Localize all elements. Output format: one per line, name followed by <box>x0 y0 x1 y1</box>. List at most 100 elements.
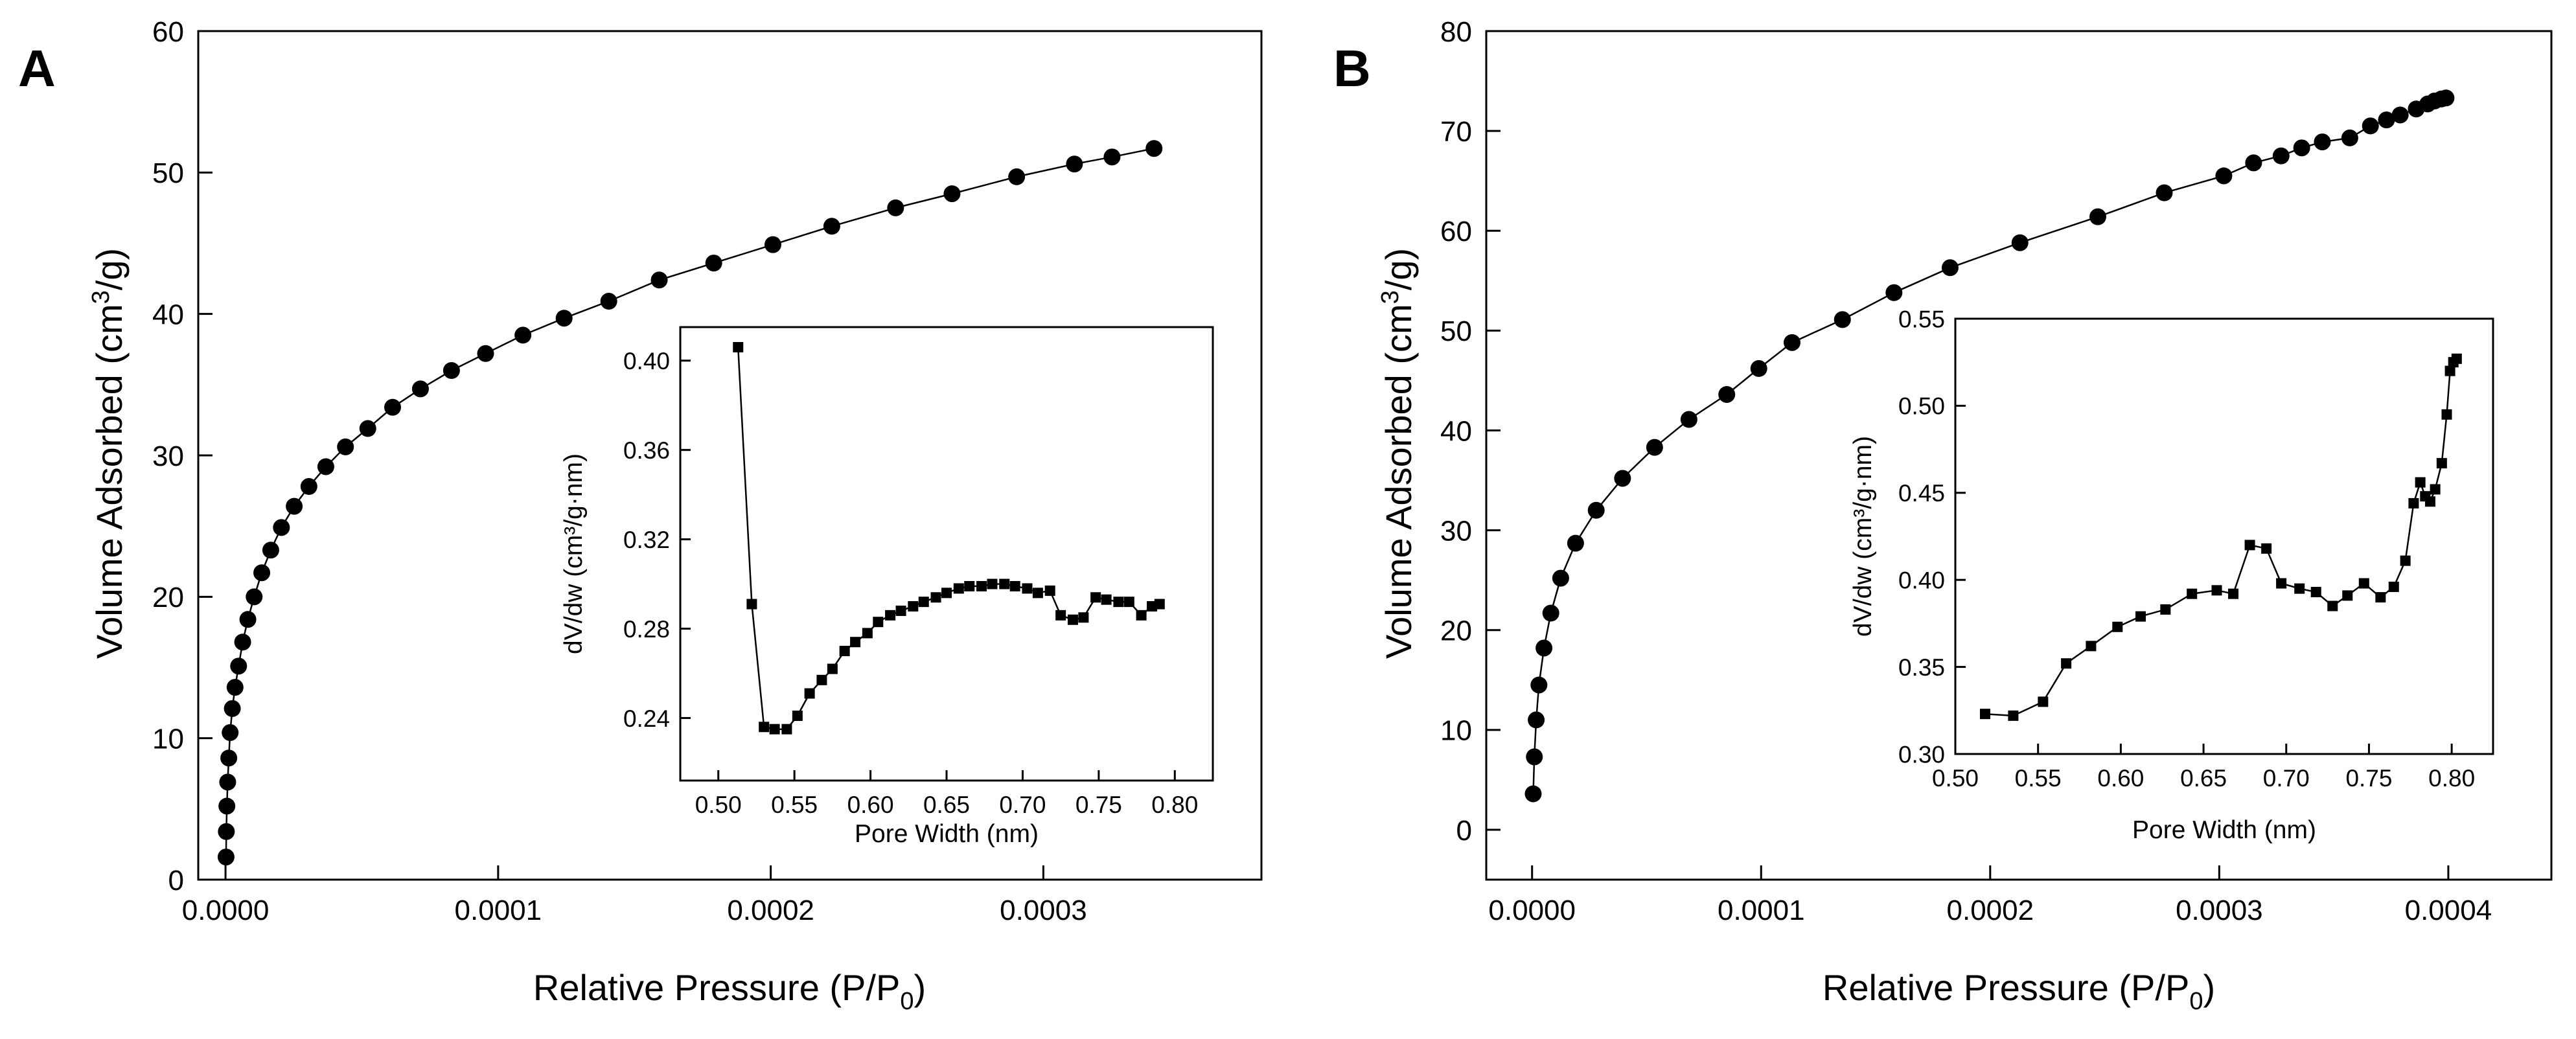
panel-a-y-tick-label: 20 <box>152 582 184 613</box>
panel-b-inset-y-tick-label: 0.55 <box>1898 306 1945 332</box>
panel-b-data-point <box>1524 785 1542 803</box>
panel-b-inset-x-ticks: 0.50 0.55 0.60 0.65 0.70 0.75 0.80 <box>1932 744 2475 792</box>
panel-a-inset-y-axis-label: dV/dw (cm³/g·nm) <box>560 453 588 654</box>
panel-a-inset-y-tick-label: 0.32 <box>623 527 670 553</box>
panel-a-inset-data-point <box>827 663 838 674</box>
panel-b-data-point <box>1718 385 1736 403</box>
panel-a-inset-data-point <box>1101 594 1112 605</box>
panel-a-inset-data-point <box>976 581 987 591</box>
panel-b-data-point <box>2314 133 2331 151</box>
panel-a-inset-data-point <box>1032 588 1043 599</box>
panel-a-inset-data-point <box>885 610 896 621</box>
panel-b-x-tick-label: 0.0004 <box>2405 895 2492 926</box>
panel-b-inset-x-tick-label: 0.80 <box>2428 765 2475 792</box>
panel-b-inset-data-point <box>1979 709 1990 720</box>
panel-b-y-ticks: 0 10 20 30 40 50 60 70 80 <box>1440 16 1501 847</box>
panel-a-inset-data-point <box>816 674 827 685</box>
panel-b-inset-data-point <box>2061 658 2072 669</box>
panel-b-data-point <box>2089 208 2106 225</box>
panel-b-inset-x-tick-label: 0.50 <box>1932 765 1979 792</box>
panel-b-data-point <box>1528 711 1545 729</box>
panel-b-data-point <box>1552 569 1569 587</box>
panel-a-data-point <box>650 271 668 289</box>
panel-b-inset-frame <box>1954 317 2494 755</box>
panel-a-inset-x-tick-label: 0.60 <box>847 792 894 818</box>
panel-a-inset-data-point <box>1055 610 1066 621</box>
panel-b-data-point <box>1750 360 1767 377</box>
panel-b-x-ticks: 0.0000 0.0001 0.0002 0.0003 0.0004 <box>1488 865 2492 926</box>
panel-a-y-axis-label: Volume Adsorbed (cm3/g) <box>87 248 130 659</box>
panel-a-data-point <box>220 749 238 767</box>
panel-a-data-point <box>943 185 961 203</box>
panel-a-inset-x-tick-label: 0.75 <box>1075 792 1122 818</box>
panel-b-data-point <box>1530 676 1548 694</box>
panel-a-data-point <box>337 438 354 455</box>
panel-b-inset-data-point <box>2408 497 2419 508</box>
panel-b-inset-data-point <box>2358 578 2369 589</box>
panel-a-data-point <box>705 255 722 272</box>
panel-a-data-point <box>219 773 236 791</box>
panel-a-inset-x-tick-label: 0.50 <box>695 792 742 818</box>
panel-b-inset-data-point <box>2424 496 2435 507</box>
panel-a-data-point <box>226 679 244 696</box>
panel-b-y-tick-label: 50 <box>1440 315 1472 347</box>
panel-a-inset-data-point <box>1044 585 1055 596</box>
panel-a-inset-y-tick-label: 0.28 <box>623 616 670 643</box>
panel-b-data-point <box>2362 117 2379 135</box>
panel-a-x-tick-label: 0.0002 <box>727 895 814 926</box>
panel-a-inset-data-point <box>1078 612 1089 623</box>
panel-b-data-point <box>2378 111 2395 129</box>
panel-b-inset-data-point <box>2228 588 2239 599</box>
panel-b-inset-data-point <box>2444 365 2455 376</box>
panel-b-data-point <box>2245 154 2262 172</box>
panel-b-inset-y-tick-label: 0.35 <box>1898 654 1945 681</box>
panel-b-inset-y-tick-label: 0.30 <box>1898 741 1945 768</box>
panel-b-data-point <box>1567 534 1584 552</box>
panel-a-inset-y-tick-label: 0.40 <box>623 348 670 374</box>
panel-b-inset-y-axis-label: dV/dw (cm³/g·nm) <box>1849 436 1877 637</box>
panel-a-data-point <box>224 700 241 717</box>
panel-a-inset: 0.24 0.28 0.32 0.36 0.40 0.50 0.55 0.60 0.65 0.7… <box>560 326 1214 848</box>
panel-b-inset-data-point <box>2038 696 2049 707</box>
panel-b-x-tick-label: 0.0001 <box>1718 895 1805 926</box>
panel-a-data-point <box>286 497 303 515</box>
panel-a-inset-series <box>733 342 1165 735</box>
panel-a-data-point <box>555 310 573 327</box>
panel-a-x-tick-label: 0.0003 <box>1000 895 1087 926</box>
panel-b-data-point <box>2391 106 2409 124</box>
panel-a-data-point <box>218 823 235 840</box>
panel-a-inset-data-point <box>964 581 975 591</box>
panel-a-inset-data-point <box>930 592 941 603</box>
panel-a-inset-data-point <box>1113 597 1124 608</box>
panel-a-data-point <box>300 478 317 496</box>
panel-a-inset-data-point <box>759 722 770 733</box>
panel-b-inset-data-point <box>2244 540 2255 551</box>
panel-a-inset-data-point <box>1009 581 1020 591</box>
panel-a-data-point <box>411 380 429 398</box>
panel-b-data-point <box>2272 147 2290 165</box>
panel-b-inset-data-point <box>2008 710 2019 721</box>
panel-a-inset-y-tick-label: 0.24 <box>623 705 670 732</box>
panel-b-data-point <box>1587 501 1605 519</box>
panel-a-data-point <box>514 326 532 344</box>
panel-b-x-tick-label: 0.0000 <box>1488 895 1576 926</box>
panel-b-letter: B <box>1333 40 1371 97</box>
panel-a-y-tick-label: 60 <box>152 16 184 48</box>
panel-a-inset-data-point <box>804 688 815 699</box>
panel-b-inset-data-point <box>2451 353 2462 364</box>
panel-b-data-point <box>1535 639 1553 657</box>
panel-a-data-point <box>239 611 257 628</box>
panel-b-inset-data-point <box>2327 600 2338 611</box>
panel-a-inset-data-point <box>1123 597 1134 608</box>
panel-b-inset-series <box>1979 353 2462 721</box>
panel-a-data-point <box>1008 168 1026 185</box>
panel-b-data-point <box>1941 259 1959 277</box>
panel-b-inset-x-tick-label: 0.75 <box>2345 765 2392 792</box>
panel-a-inset-data-point <box>781 724 792 735</box>
panel-a-series <box>217 140 1163 866</box>
panel-b-inset-y-tick-label: 0.40 <box>1898 567 1945 594</box>
panel-b-data-point <box>1614 470 1631 487</box>
panel-b-data-point <box>2011 234 2029 251</box>
panel-b-y-tick-label: 70 <box>1440 116 1472 148</box>
panel-a-inset-frame <box>679 326 1214 782</box>
